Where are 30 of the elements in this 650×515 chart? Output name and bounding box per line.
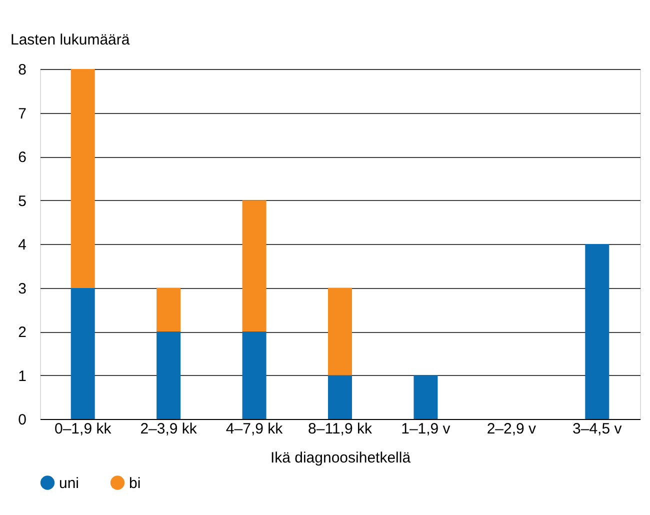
bar [156, 288, 181, 332]
x-tick-label: 0–1,9 kk [54, 420, 112, 438]
y-tick-label: 7 [18, 105, 26, 122]
y-tick-label: 0 [18, 412, 26, 428]
y-tick-label: 5 [18, 192, 26, 210]
y-axis-title: Lasten lukumäärä [10, 32, 130, 48]
bar [156, 332, 181, 419]
bar [70, 288, 95, 419]
y-tick-label: 8 [18, 62, 26, 78]
bar [328, 288, 352, 376]
bar [242, 200, 266, 332]
y-tick-label: 3 [18, 280, 26, 298]
y-tick-label: 1 [18, 368, 26, 385]
x-tick-label: 3–4,5 v [572, 420, 622, 438]
bar [414, 375, 438, 419]
legend-label: bi [129, 474, 141, 492]
bar [585, 244, 610, 419]
x-tick-label: 4–7,9 kk [226, 420, 284, 438]
y-tick-label: 2 [18, 324, 26, 341]
y-tick-label: 6 [18, 149, 26, 166]
bar [70, 69, 95, 288]
x-axis-title: Ikä diagnoosihetkellä [270, 450, 412, 466]
x-tick-label: 8–11,9 kk [308, 420, 372, 438]
bar [328, 375, 352, 419]
legend-label: uni [59, 474, 80, 492]
bar [242, 332, 266, 419]
x-tick-label: 2–2,9 v [486, 420, 537, 438]
x-tick-label: 2–3,9 kk [140, 420, 198, 438]
y-tick-label: 4 [18, 236, 26, 254]
x-tick-label: 1–1,9 v [401, 420, 451, 438]
